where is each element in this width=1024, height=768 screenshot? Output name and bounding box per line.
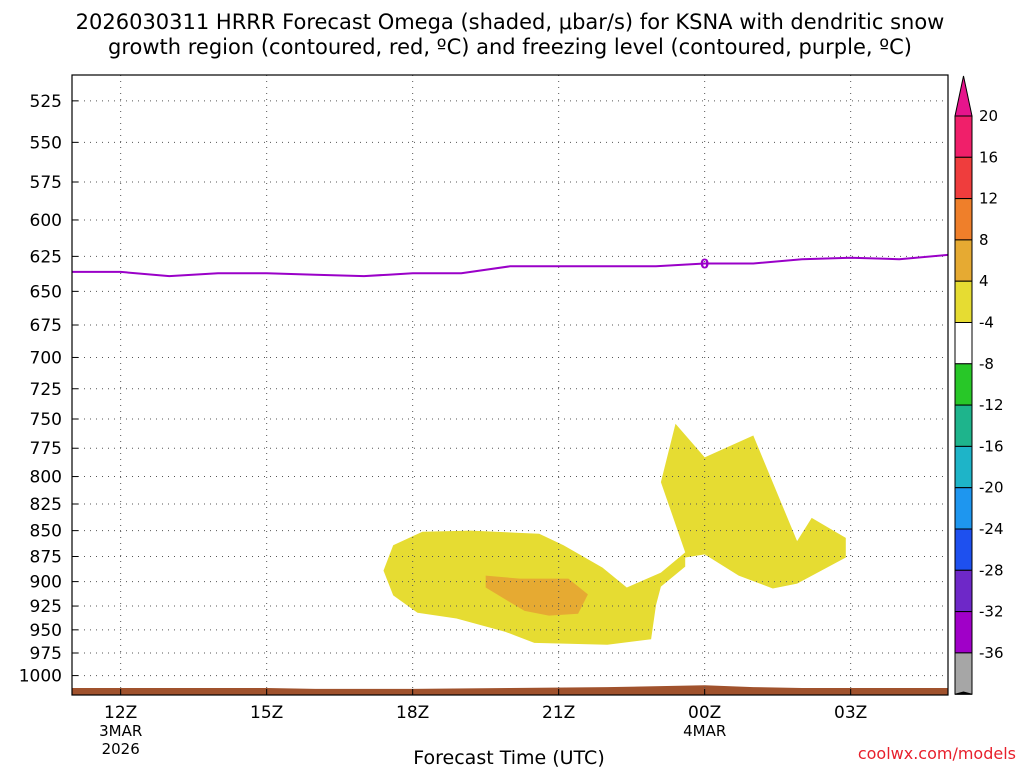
colorbar-label-7: -12 (979, 396, 1004, 414)
colorbar-swatch-9 (954, 487, 973, 530)
colorbar-label-2: 12 (979, 190, 998, 208)
credit-text: coolwx.com/models (858, 744, 1016, 763)
x-date-label-00Z: 4MAR (683, 722, 726, 740)
x-year-label-12Z: 2026 (102, 740, 140, 758)
colorbar-label-9: -20 (979, 479, 1004, 497)
plot-content: 0 (72, 75, 948, 695)
x-tick-label-00Z: 00Z (688, 703, 721, 723)
y-tick-label-825: 825 (30, 495, 62, 515)
x-tick-label-12Z: 12Z (104, 703, 137, 723)
y-tick-label-700: 700 (30, 348, 62, 368)
colorbar-swatch-7 (954, 404, 973, 447)
colorbar-swatch-2 (954, 198, 973, 241)
colorbar-swatch-1 (954, 156, 973, 200)
colorbar-swatch-5 (954, 322, 973, 365)
y-tick-label-850: 850 (30, 522, 62, 542)
y-tick-label-625: 625 (30, 247, 62, 267)
y-tick-label-900: 900 (30, 573, 62, 593)
omega-region-1 (383, 423, 846, 645)
y-tick-label-575: 575 (30, 173, 62, 193)
colorbar-label-11: -28 (979, 561, 1004, 579)
colorbar-bottom-arrow (954, 691, 973, 695)
y-tick-label-1000: 1000 (19, 667, 62, 687)
colorbar-swatch-4 (954, 280, 973, 324)
y-axis: 525 550 575 600 625 650 675 700 725 750 775 800 825 8… (19, 92, 78, 687)
y-tick-label-800: 800 (30, 468, 62, 488)
y-tick-label-950: 950 (30, 621, 62, 641)
freezing-level-line (72, 253, 948, 278)
y-tick-label-725: 725 (30, 380, 62, 400)
colorbar: 20 16 12 8 4 -4 -8 -12 -16 -20 -24 -28 -32 -36 (954, 75, 1004, 695)
colorbar-label-1: 16 (979, 148, 998, 166)
y-tick-label-525: 525 (30, 92, 62, 112)
y-tick-label-600: 600 (30, 211, 62, 231)
x-axis-label: Forecast Time (UTC) (413, 747, 604, 768)
terrain (72, 685, 948, 695)
y-tick-label-675: 675 (30, 316, 62, 336)
colorbar-swatch-3 (954, 239, 973, 282)
x-date-label-12Z: 3MAR (99, 722, 142, 740)
y-tick-label-975: 975 (30, 644, 62, 664)
y-tick-label-750: 750 (30, 410, 62, 430)
colorbar-top-arrow (954, 75, 973, 117)
x-tick-label-18Z: 18Z (396, 703, 429, 723)
colorbar-swatch-8 (954, 445, 973, 489)
colorbar-swatch-6 (954, 363, 973, 406)
colorbar-label-6: -8 (979, 355, 994, 373)
x-tick-label-21Z: 21Z (542, 703, 575, 723)
colorbar-label-4: 4 (979, 272, 989, 290)
colorbar-swatch-0 (954, 115, 973, 158)
colorbar-swatch-12 (954, 611, 973, 654)
colorbar-label-0: 20 (979, 107, 998, 125)
plot-border (71, 74, 949, 696)
colorbar-label-8: -16 (979, 437, 1004, 455)
colorbar-label-10: -24 (979, 520, 1004, 538)
omega-region-2 (485, 575, 588, 616)
x-tick-label-03Z: 03Z (834, 703, 867, 723)
y-tick-label-875: 875 (30, 547, 62, 567)
colorbar-label-5: -4 (979, 314, 994, 332)
x-tick-label-15Z: 15Z (250, 703, 283, 723)
y-tick-label-650: 650 (30, 282, 62, 302)
chart-title-line1: 2026030311 HRRR Forecast Omega (shaded, … (76, 10, 945, 34)
colorbar-swatch-10 (954, 528, 973, 571)
colorbar-label-3: 8 (979, 231, 989, 249)
colorbar-label-13: -36 (979, 644, 1004, 662)
colorbar-swatch-11 (954, 569, 973, 613)
y-tick-label-550: 550 (30, 133, 62, 153)
chart-title-line2: growth region (contoured, red, ºC) and f… (108, 35, 912, 59)
freezing-level-label: 0 (700, 257, 709, 272)
y-tick-label-925: 925 (30, 597, 62, 617)
plot-area: 0 (71, 74, 949, 696)
y-tick-label-775: 775 (30, 439, 62, 459)
colorbar-swatch-13 (954, 652, 973, 695)
colorbar-label-12: -32 (979, 603, 1004, 621)
